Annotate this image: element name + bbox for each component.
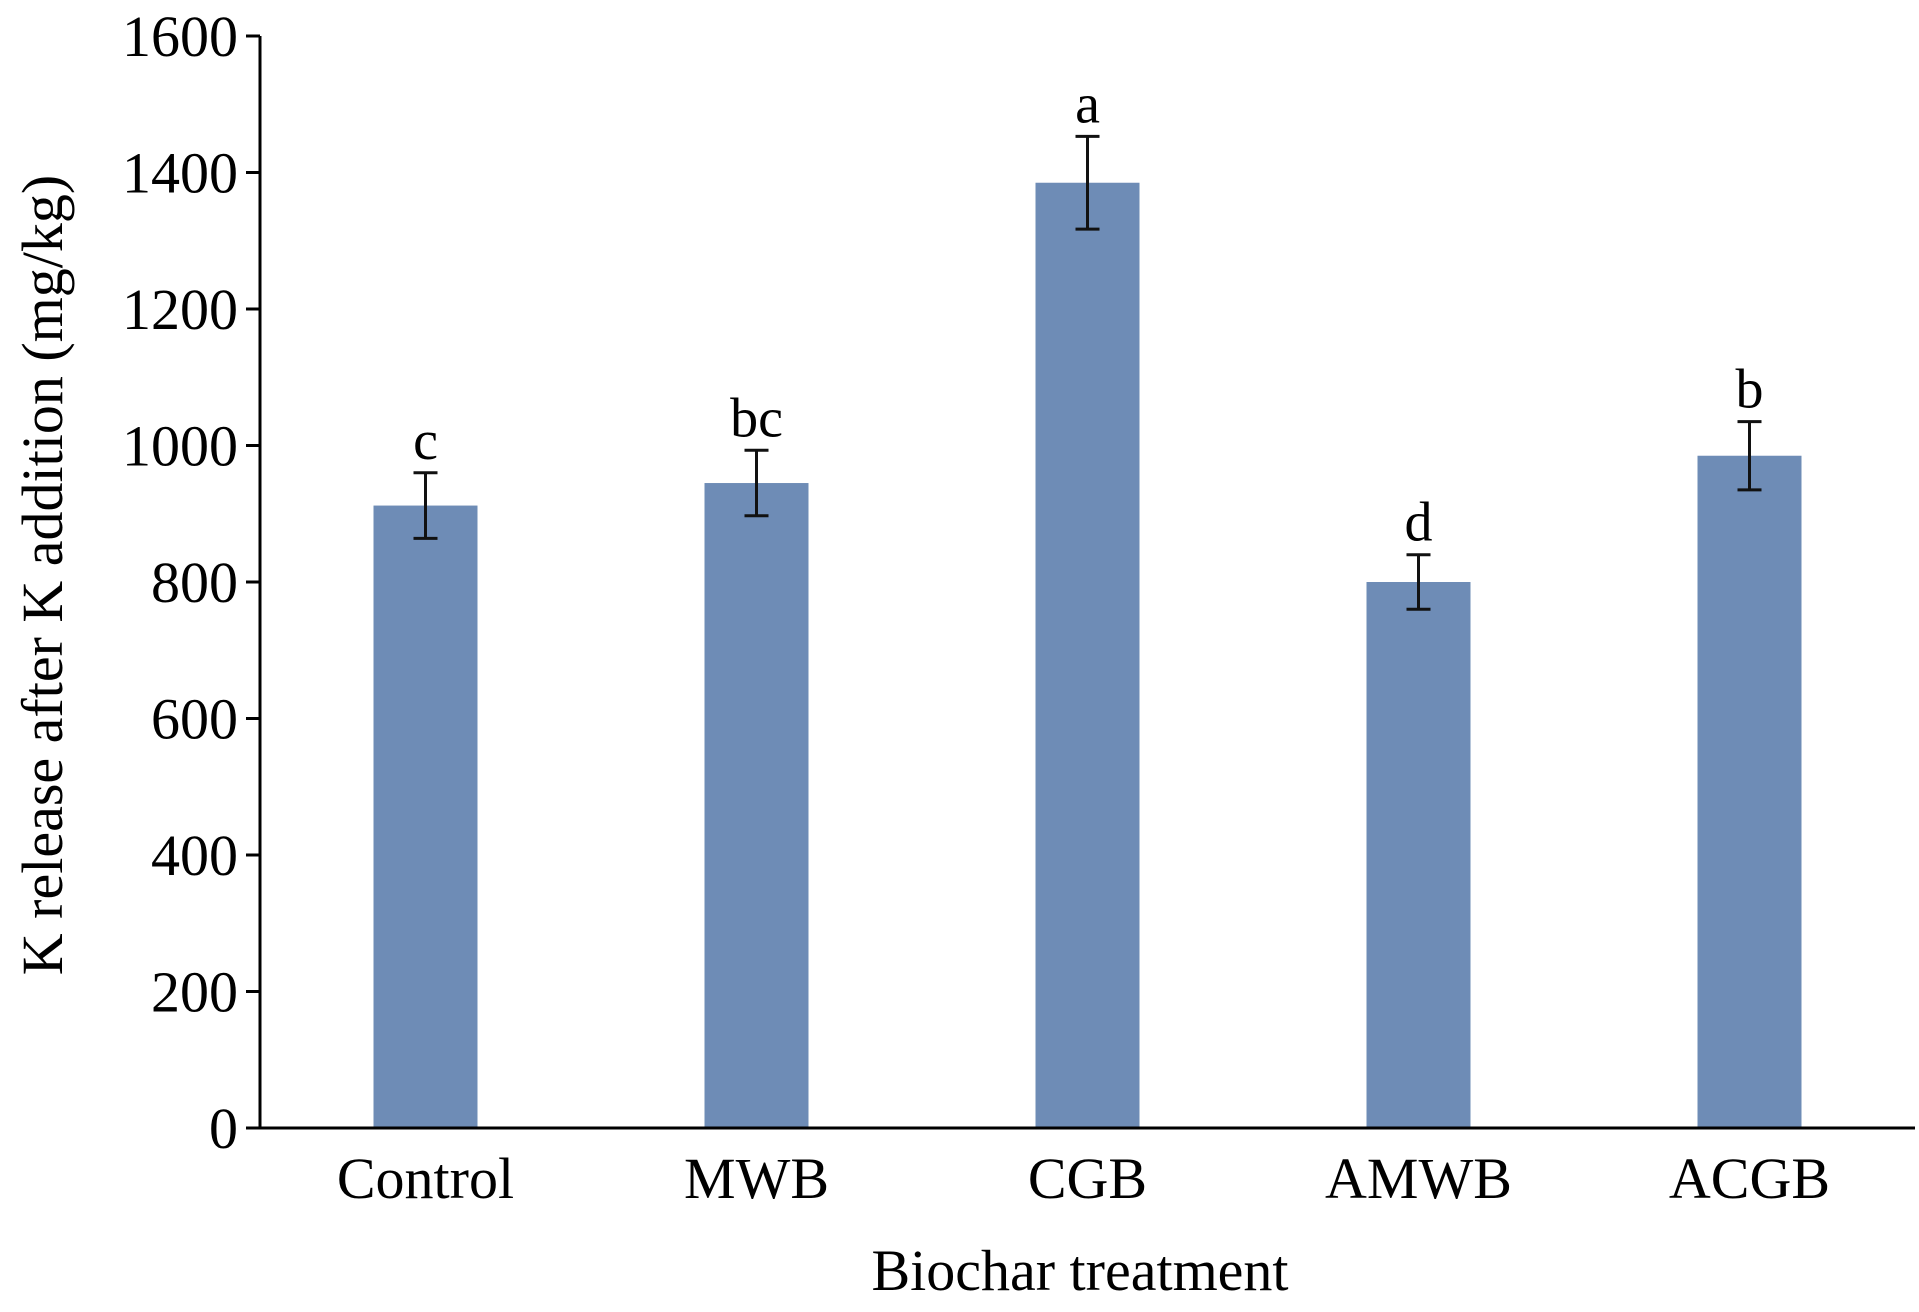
error-bar-acgb (1737, 420, 1762, 492)
bar-mwb (704, 483, 809, 1129)
significance-label: b (1736, 359, 1764, 421)
y-tick-label: 0 (209, 1096, 238, 1161)
significance-label: a (1075, 73, 1100, 135)
error-bar-mwb (744, 448, 769, 518)
y-tick-label: 1600 (122, 4, 238, 69)
bar-amwb (1366, 582, 1471, 1128)
x-tick-label: AMWB (1325, 1146, 1512, 1211)
y-axis-title: K release after K addition (mg/kg) (10, 175, 75, 975)
x-tick-label: MWB (684, 1146, 829, 1211)
significance-labels-group: c bc a d b (413, 73, 1763, 553)
y-tick-label: 600 (151, 687, 238, 752)
x-tick-label: Control (337, 1146, 514, 1211)
error-bar-amwb (1406, 553, 1431, 611)
x-tick-label: ACGB (1669, 1146, 1830, 1211)
error-bar-control (413, 471, 438, 540)
significance-label: bc (730, 387, 783, 449)
error-bar-cgb (1075, 134, 1100, 231)
bar-acgb (1697, 455, 1802, 1128)
bar-cgb (1035, 182, 1140, 1129)
x-tick-label: CGB (1028, 1146, 1147, 1211)
error-bars-group (413, 134, 1762, 611)
y-tick-label: 1200 (122, 277, 238, 342)
y-tick-label: 800 (151, 550, 238, 615)
significance-label: d (1405, 492, 1433, 554)
y-tick-label: 1400 (122, 141, 238, 206)
bar-control (373, 505, 478, 1128)
x-axis: Control MWB CGB AMWB ACGB (260, 1126, 1915, 1211)
y-tick-label: 1000 (122, 414, 238, 479)
y-tick-label: 200 (151, 960, 238, 1025)
significance-label: c (413, 410, 438, 472)
y-axis: 0 200 400 600 800 1000 1200 1400 1600 (122, 4, 262, 1161)
y-tick-label: 400 (151, 823, 238, 888)
bars-group (373, 182, 1802, 1129)
x-axis-title: Biochar treatment (871, 1238, 1288, 1303)
